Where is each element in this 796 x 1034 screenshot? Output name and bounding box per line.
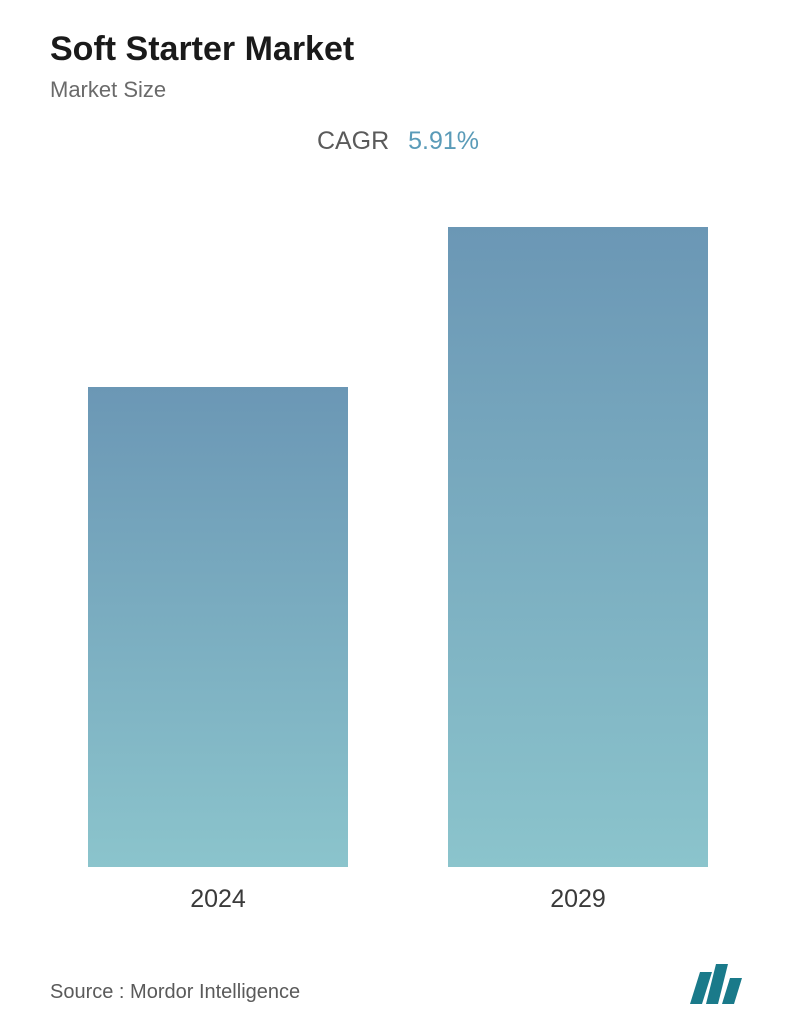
chart-container: Soft Starter Market Market Size CAGR 5.9… (0, 0, 796, 1034)
bar-group-0: 2024 (88, 387, 348, 914)
cagr-row: CAGR 5.91% (50, 127, 746, 156)
bar-1 (448, 227, 708, 867)
footer: Source : Mordor Intelligence (50, 934, 746, 1004)
bar-group-1: 2029 (448, 227, 708, 914)
brand-logo-icon (690, 964, 746, 1004)
bar-label-0: 2024 (190, 885, 246, 914)
source-text: Source : Mordor Intelligence (50, 981, 300, 1004)
cagr-value: 5.91% (408, 127, 479, 155)
chart-title: Soft Starter Market (50, 30, 746, 69)
cagr-label: CAGR (317, 127, 389, 155)
bar-label-1: 2029 (550, 885, 606, 914)
chart-area: 2024 2029 (50, 196, 746, 934)
chart-subtitle: Market Size (50, 77, 746, 103)
bar-0 (88, 387, 348, 867)
